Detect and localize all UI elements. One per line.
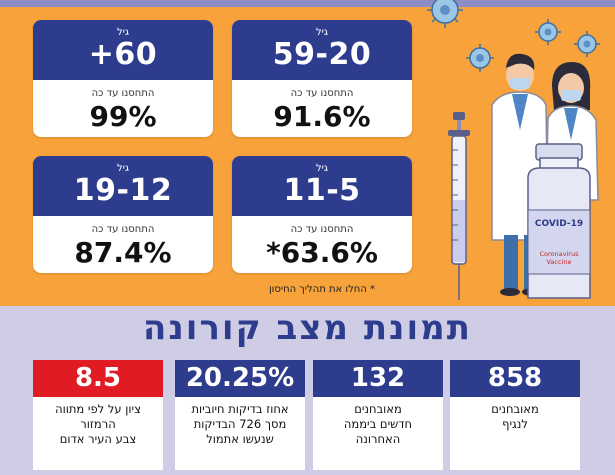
vial-sub2: Vaccine <box>547 258 572 266</box>
vaccinated-percent: 99% <box>89 100 157 133</box>
stat-line: מאובחנים <box>354 402 402 416</box>
age-label: גיל <box>315 27 329 38</box>
stat-line: מסך 726 הבדיקות <box>193 417 287 431</box>
vaccinated-label: התחסנו עד כה <box>91 224 155 235</box>
stat-line: אחוז בדיקות חיוביות <box>191 402 289 416</box>
age-range: 19-12 <box>73 173 173 208</box>
age-card-head: גיל 11-5 <box>232 156 412 216</box>
age-label: גיל <box>116 27 130 38</box>
stat-line: מאובחנים <box>491 402 539 416</box>
age-card-head: גיל 59-20 <box>232 20 412 80</box>
age-card-body: התחסנו עד כה 99% <box>33 80 213 137</box>
age-card-body: התחסנו עד כה *63.6% <box>232 216 412 273</box>
stat-card-positive-rate: 20.25% אחוז בדיקות חיוביות מסך 726 הבדיק… <box>175 360 305 470</box>
vaccinated-percent: 87.4% <box>74 236 172 269</box>
age-card-head: גיל 19-12 <box>33 156 213 216</box>
stat-line: לנגיף <box>502 417 528 431</box>
vaccinated-label: התחסנו עד כה <box>290 224 354 235</box>
age-card-20-59: גיל 59-20 התחסנו עד כה 91.6% <box>232 20 412 137</box>
age-card-5-11: גיל 11-5 התחסנו עד כה *63.6% <box>232 156 412 273</box>
virus-icon <box>466 44 494 72</box>
age-card-12-19: גיל 19-12 התחסנו עד כה 87.4% <box>33 156 213 273</box>
age-range: 59-20 <box>272 37 372 72</box>
stat-value: 8.5 <box>33 360 163 397</box>
vial-label: COVID-19 <box>535 219 583 229</box>
age-range: +60 <box>88 37 158 72</box>
age-card-head: גיל +60 <box>33 20 213 80</box>
page-title: תמונת מצב קורונה <box>143 308 472 348</box>
stat-line: ציון על לפי מתווה <box>55 402 141 416</box>
footnote: * החלו את תהליך החיסון <box>268 284 376 295</box>
vaccinated-percent: *63.6% <box>266 236 378 269</box>
age-label: גיל <box>315 163 329 174</box>
vaccine-vial: COVID-19 Coronavirus Vaccine <box>527 143 591 299</box>
stat-card-traffic-light-score: 8.5 ציון על לפי מתווה הרמזור צבע העיר אד… <box>33 360 163 470</box>
virus-icon <box>535 19 561 45</box>
virus-icon <box>427 0 463 28</box>
stat-description: מאובחנים חדשים ביממה האחרונה <box>313 397 443 447</box>
age-card-body: התחסנו עד כה 91.6% <box>232 80 412 137</box>
age-range: 11-5 <box>283 173 361 208</box>
vaccinated-label: התחסנו עד כה <box>290 88 354 99</box>
syringe <box>448 112 470 300</box>
doctors-vaccine-illustration: COVID-19 Coronavirus Vaccine <box>427 0 600 300</box>
stat-line: חדשים ביממה <box>343 417 413 431</box>
age-label: גיל <box>116 163 130 174</box>
vaccinated-percent: 91.6% <box>273 100 371 133</box>
stat-description: מאובחנים לנגיף <box>450 397 580 432</box>
stat-value: 132 <box>313 360 443 397</box>
vaccinated-label: התחסנו עד כה <box>91 88 155 99</box>
virus-icon <box>574 31 600 57</box>
stat-value: 20.25% <box>175 360 305 397</box>
age-card-60-plus: גיל +60 התחסנו עד כה 99% <box>33 20 213 137</box>
top-strip <box>0 0 615 7</box>
stat-line: צבע העיר אדום <box>59 432 137 446</box>
stat-line: האחרונה <box>355 432 401 446</box>
stat-card-diagnosed: 858 מאובחנים לנגיף <box>450 360 580 470</box>
vial-sub1: Coronavirus <box>540 250 580 258</box>
stat-description: ציון על לפי מתווה הרמזור צבע העיר אדום <box>33 397 163 447</box>
stat-description: אחוז בדיקות חיוביות מסך 726 הבדיקות שנעש… <box>175 397 305 447</box>
stat-line: הרמזור <box>80 417 116 431</box>
stat-value: 858 <box>450 360 580 397</box>
age-card-body: התחסנו עד כה 87.4% <box>33 216 213 273</box>
stat-card-new-diagnosed: 132 מאובחנים חדשים ביממה האחרונה <box>313 360 443 470</box>
stat-line: שנעשו אתמול <box>206 432 274 446</box>
